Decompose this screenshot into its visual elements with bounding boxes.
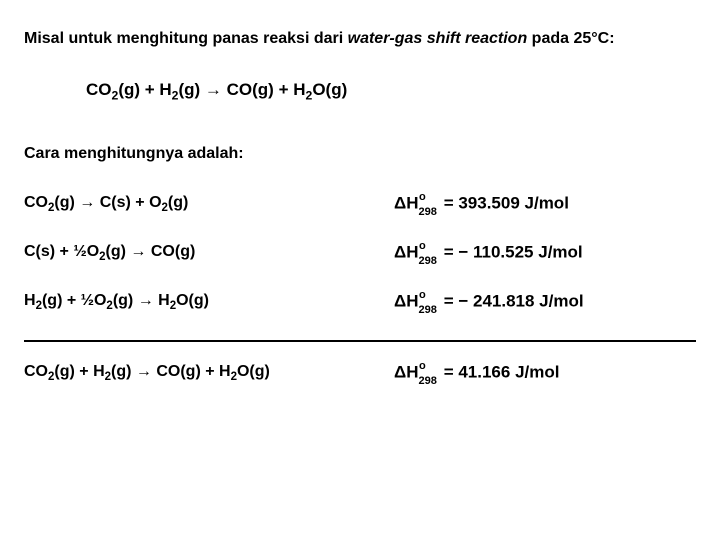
- reaction-enthalpy: ΔH298o= 393.509 J/mol: [394, 193, 569, 216]
- dh-value: 110.525 J/mol: [473, 242, 583, 261]
- dh-value: 241.818 J/mol: [473, 292, 584, 311]
- final-enthalpy: ΔH298o= 41.166 J/mol: [394, 362, 559, 385]
- divider: [24, 340, 696, 342]
- final-row: CO2(g) + H2(g) → CO(g) + H2O(g) ΔH298o= …: [24, 362, 696, 385]
- heading-italic: water-gas shift reaction: [348, 30, 528, 47]
- heading-prefix: Misal untuk menghitung panas reaksi dari: [24, 30, 348, 47]
- dh-sign: −: [458, 242, 473, 261]
- reaction-left: H2(g) + ½O2(g) → H2O(g): [24, 292, 394, 312]
- reaction-row: H2(g) + ½O2(g) → H2O(g) ΔH298o= − 241.81…: [24, 291, 696, 314]
- reaction-left: CO2(g) → C(s) + O2(g): [24, 194, 394, 214]
- heading: Misal untuk menghitung panas reaksi dari…: [24, 28, 696, 50]
- final-left: CO2(g) + H2(g) → CO(g) + H2O(g): [24, 363, 394, 383]
- main-equation: CO2(g) + H2(g) → CO(g) + H2O(g): [86, 80, 696, 102]
- reaction-enthalpy: ΔH298o= − 110.525 J/mol: [394, 242, 583, 265]
- reaction-left: C(s) + ½O2(g) → CO(g): [24, 243, 394, 263]
- reaction-row: C(s) + ½O2(g) → CO(g) ΔH298o= − 110.525 …: [24, 242, 696, 265]
- heading-suffix: pada 25°C:: [527, 30, 614, 47]
- reaction-enthalpy: ΔH298o= − 241.818 J/mol: [394, 291, 584, 314]
- subheading: Cara menghitungnya adalah:: [24, 145, 696, 163]
- dh-value: 393.509 J/mol: [458, 193, 569, 212]
- dh-value: 41.166 J/mol: [458, 363, 559, 382]
- dh-sign: −: [458, 292, 473, 311]
- reaction-row: CO2(g) → C(s) + O2(g) ΔH298o= 393.509 J/…: [24, 193, 696, 216]
